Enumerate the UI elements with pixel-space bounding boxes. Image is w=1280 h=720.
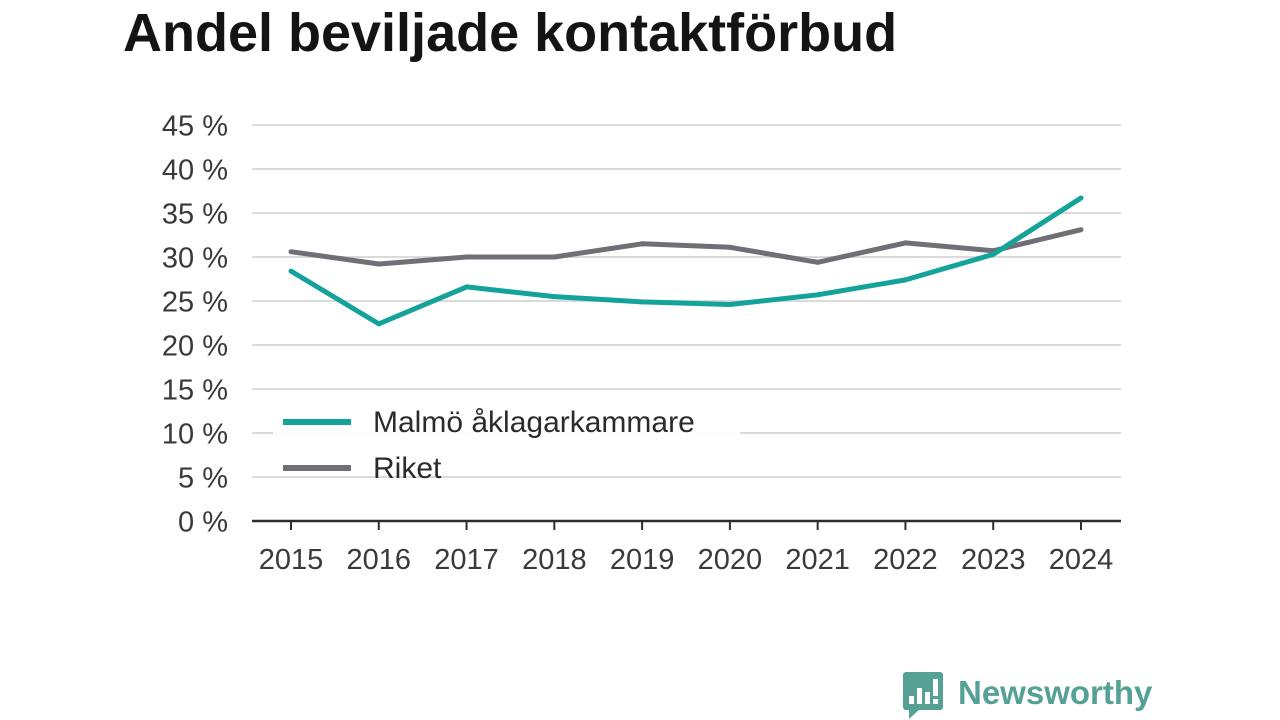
data-point-malmo	[376, 321, 382, 327]
icon-bar	[917, 688, 922, 704]
x-tick-label: 2015	[259, 544, 324, 576]
newsworthy-logo: Newsworthy	[903, 672, 1153, 719]
legend: Malmö åklagarkammare Riket	[273, 398, 740, 485]
icon-dot	[933, 699, 938, 704]
x-tick-label: 2020	[698, 544, 763, 576]
data-point-malmo	[464, 284, 470, 290]
legend-label-malmo: Malmö åklagarkammare	[373, 406, 695, 439]
x-tick-label: 2023	[961, 544, 1026, 576]
y-tick-label: 5 %	[178, 463, 228, 495]
data-point-malmo	[1078, 195, 1084, 201]
data-point-riket	[1078, 227, 1084, 233]
y-tick-label: 0 %	[178, 507, 228, 539]
legend-label-riket: Riket	[373, 452, 442, 485]
data-point-riket	[815, 259, 821, 265]
y-tick-label: 20 %	[162, 331, 228, 363]
icon-bubble-tail	[909, 708, 921, 719]
y-tick-label: 10 %	[162, 419, 228, 451]
icon-bar	[925, 692, 930, 704]
data-point-malmo	[815, 292, 821, 298]
data-point-riket	[464, 254, 470, 260]
x-tick-label: 2021	[785, 544, 850, 576]
y-axis-tick-labels: 0 % 5 % 10 % 15 % 20 % 25 % 30 % 35 % 40 % 45 %	[162, 111, 228, 539]
data-point-riket	[902, 240, 908, 246]
brand-name: Newsworthy	[958, 674, 1153, 711]
y-tick-label: 30 %	[162, 243, 228, 275]
x-tick-label: 2018	[522, 544, 587, 576]
data-point-riket	[551, 254, 557, 260]
bar-chart-speech-bubble-icon	[903, 672, 943, 719]
legend-background	[273, 398, 740, 475]
data-point-riket	[639, 241, 645, 247]
y-tick-label: 45 %	[162, 111, 228, 143]
y-tick-label: 15 %	[162, 375, 228, 407]
icon-bar	[933, 679, 938, 696]
x-tick-label: 2024	[1049, 544, 1114, 576]
series-lines	[288, 195, 1084, 327]
y-tick-label: 25 %	[162, 287, 228, 319]
data-point-riket	[288, 249, 294, 255]
data-point-riket	[727, 244, 733, 250]
data-point-malmo	[727, 302, 733, 307]
x-tick-label: 2016	[347, 544, 412, 576]
x-axis-tick-labels: 2015 2016 2017 2018 2019 2020 2021 2022 2023 2024	[259, 544, 1114, 576]
data-point-malmo	[902, 277, 908, 283]
data-point-riket	[376, 261, 382, 267]
icon-bar	[909, 696, 914, 704]
y-tick-label: 40 %	[162, 155, 228, 187]
series-line-malmo	[289, 195, 1083, 327]
data-point-malmo	[551, 294, 557, 300]
chart-title: Andel beviljade kontaktförbud	[123, 3, 897, 63]
x-tick-label: 2017	[434, 544, 499, 576]
data-point-malmo	[288, 268, 294, 274]
x-axis-tick-marks	[290, 521, 1082, 530]
series-line-riket	[290, 227, 1082, 267]
x-tick-label: 2022	[873, 544, 938, 576]
y-tick-label: 35 %	[162, 199, 228, 231]
data-point-malmo	[639, 299, 645, 305]
data-point-malmo	[990, 251, 996, 257]
x-tick-label: 2019	[610, 544, 675, 576]
